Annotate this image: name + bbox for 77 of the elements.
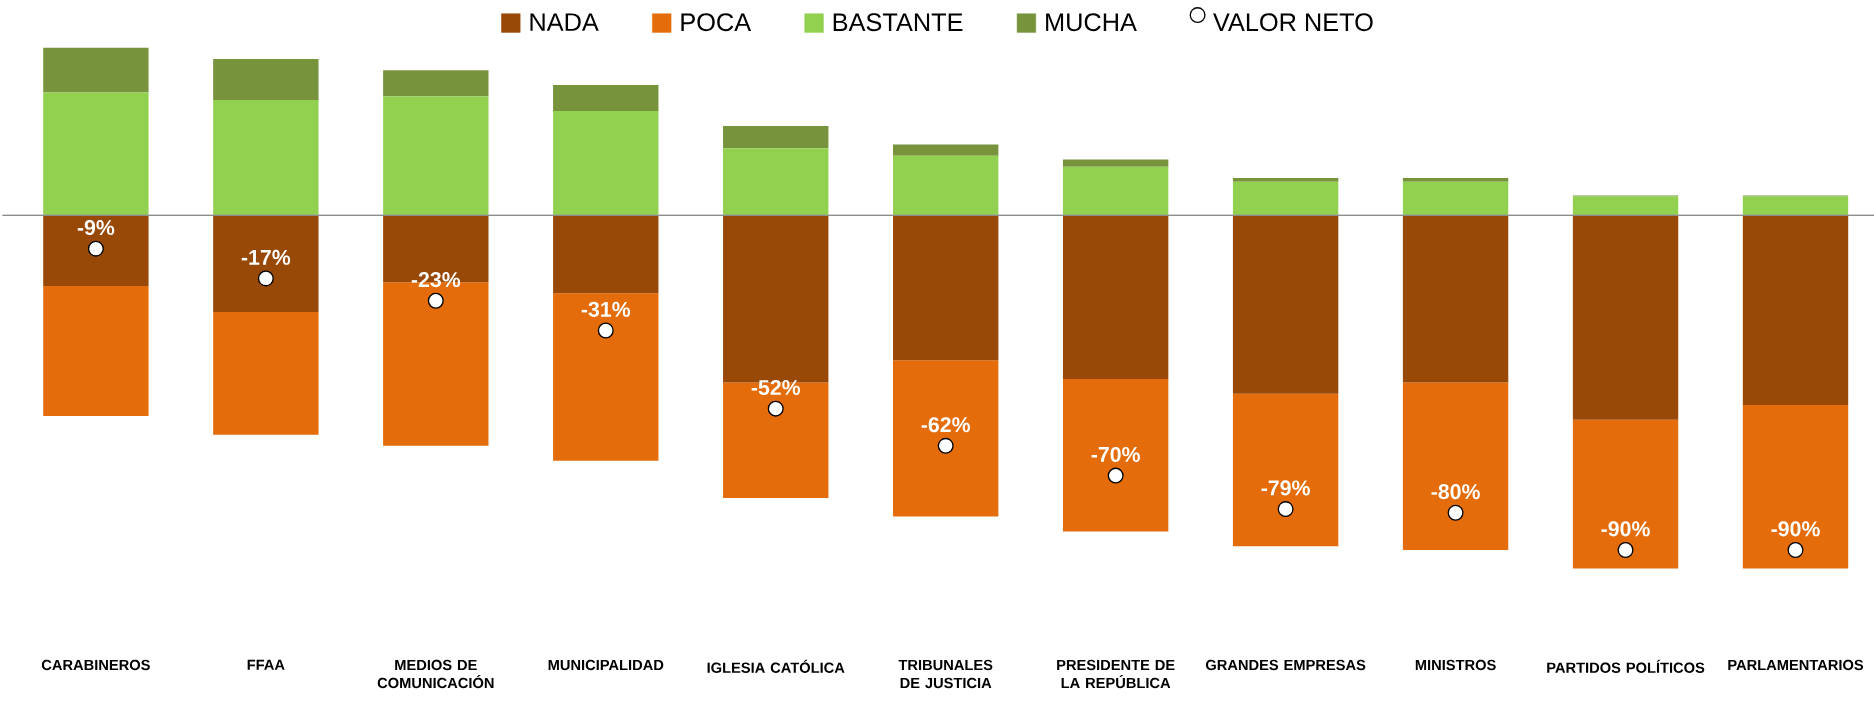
bar	[1742, 404, 1849, 569]
bar	[43, 215, 149, 286]
data-label: -52%	[751, 379, 801, 396]
data-label: -80%	[1431, 484, 1480, 500]
x-tick-label: PRESIDENTE DE LA REPÚBLICA	[1057, 659, 1175, 689]
bar	[1572, 215, 1679, 420]
point	[1107, 467, 1124, 484]
x-tick-label: MINISTROS	[1415, 659, 1496, 671]
bar	[893, 360, 999, 517]
legend-label: MUCHA	[1046, 13, 1137, 32]
bar	[1402, 382, 1509, 550]
point	[1617, 541, 1634, 558]
bar	[1742, 215, 1849, 405]
point	[1787, 541, 1804, 558]
bar	[893, 215, 999, 361]
bar	[213, 99, 319, 216]
data-label: -62%	[921, 417, 971, 433]
bar	[1062, 159, 1169, 167]
point	[87, 240, 104, 257]
data-label: -31%	[581, 301, 631, 317]
bar	[1742, 196, 1849, 216]
x-tick-label: PARTIDOS POLÍTICOS	[1547, 659, 1705, 673]
legend-label: POCA	[681, 13, 752, 32]
bar	[1232, 393, 1339, 547]
bar	[43, 285, 149, 417]
bar	[1232, 178, 1339, 182]
bar	[723, 125, 829, 149]
legend-label: VALOR NETO	[1213, 13, 1373, 32]
bar	[383, 96, 489, 216]
point	[767, 400, 784, 417]
data-label: -90%	[1771, 521, 1820, 537]
bar	[1402, 215, 1509, 383]
x-tick-label: GRANDES EMPRESAS	[1205, 659, 1366, 671]
bar	[1232, 181, 1339, 216]
x-tick-label: PARLAMENTARIOS	[1728, 659, 1864, 671]
data-label: -79%	[1261, 480, 1310, 496]
legend-label: BASTANTE	[833, 13, 963, 32]
point	[427, 292, 444, 309]
x-tick-label: CARABINEROS	[41, 659, 150, 671]
x-tick-label: TRIBUNALES DE JUSTICIA	[898, 659, 993, 689]
point	[937, 437, 954, 454]
legend-label: NADA	[530, 13, 599, 31]
data-label: -90%	[1601, 521, 1650, 537]
bar	[893, 144, 999, 156]
point	[1277, 501, 1294, 518]
data-label: -9%	[77, 220, 115, 236]
bar	[1402, 181, 1509, 216]
x-tick-label: FFAA	[247, 659, 285, 670]
point	[1447, 504, 1464, 521]
x-tick-label: MUNICIPALIDAD	[548, 659, 664, 671]
bar	[1572, 419, 1679, 569]
bar	[553, 85, 659, 112]
point	[257, 270, 274, 287]
data-label: -17%	[241, 249, 291, 265]
bar	[893, 155, 999, 216]
bar	[213, 215, 319, 312]
bar	[213, 59, 319, 100]
bar	[723, 382, 829, 498]
bar	[723, 148, 829, 216]
data-label: -70%	[1091, 446, 1140, 462]
bar	[213, 311, 319, 435]
bar	[553, 293, 659, 461]
bar	[43, 47, 149, 93]
point	[597, 322, 614, 339]
bar	[1062, 166, 1169, 216]
x-tick-label: MEDIOS DE COMUNICACIÓN	[377, 659, 494, 689]
bar	[553, 111, 659, 216]
bar	[553, 215, 659, 294]
bar	[1062, 378, 1169, 532]
data-label: -23%	[411, 272, 461, 288]
bar	[383, 70, 489, 97]
bar	[1572, 196, 1679, 216]
bar	[1062, 215, 1169, 379]
bar	[1232, 215, 1339, 394]
bar	[43, 92, 149, 216]
x-tick-label: IGLESIA CATÓLICA	[707, 659, 845, 673]
bar	[1402, 178, 1509, 182]
